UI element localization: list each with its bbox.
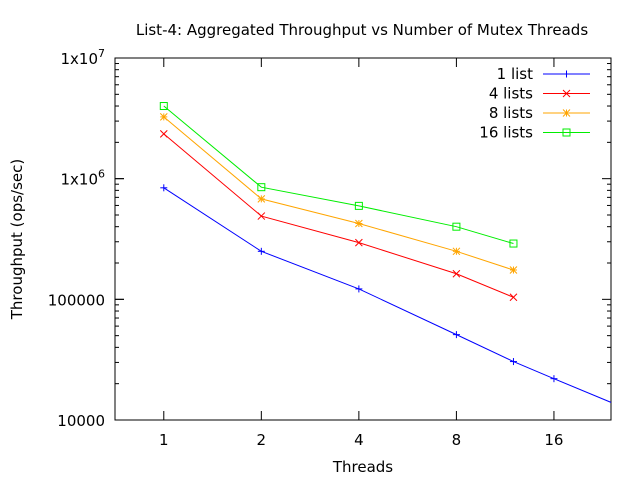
data-point [509,239,518,248]
data-point [354,201,363,210]
y-tick-labels: 10000 100000 1x106 1x107 [48,47,105,430]
x-tick-label: 8 [452,431,462,449]
legend-label: 1 list [497,65,533,83]
data-point [257,195,266,203]
data-point [355,285,363,293]
x-tick-label: 2 [257,431,267,449]
y-tick-label: 1x106 [60,168,105,189]
legend-label: 4 lists [489,85,533,103]
data-point [509,358,517,366]
series-lines [163,105,612,403]
x-tick-labels: 1 2 4 8 16 [159,431,563,449]
x-tick-label: 16 [544,431,563,449]
series-line-3 [163,116,514,271]
chart-title: List-4: Aggregated Throughput vs Number … [136,21,588,39]
data-point [452,222,461,231]
data-point [509,293,518,302]
data-point [159,113,168,121]
series-markers [159,102,558,383]
data-point [452,247,461,256]
y-tick-label: 100000 [48,291,105,309]
data-point [159,130,168,138]
x-axis-label: Threads [332,458,393,476]
y-axis-label: Throughput (ops/sec) [8,159,26,320]
series-line-1 [163,187,612,403]
data-point [257,247,265,255]
data-point [160,184,168,192]
data-point [257,212,266,220]
legend-marker [562,109,571,117]
series-line-2 [163,133,514,298]
data-point [159,102,168,111]
plot-frame [114,57,612,421]
data-point [452,331,460,339]
legend-label: 16 lists [479,124,533,142]
data-point [550,375,558,383]
y-tick-label: 10000 [57,412,105,430]
series-line-4 [163,105,514,245]
legend-marker [562,128,571,137]
x-tick-label: 1 [159,431,169,449]
legend-marker [562,89,571,98]
data-point [257,183,266,192]
y-tick-label: 1x107 [60,47,105,68]
data-point [509,266,518,274]
x-tick-label: 4 [354,431,364,449]
axis-ticks [115,57,611,421]
data-point [452,269,461,278]
legend-label: 8 lists [489,104,533,122]
legend-marker [563,70,570,78]
data-point [355,238,363,247]
data-point [355,219,363,228]
